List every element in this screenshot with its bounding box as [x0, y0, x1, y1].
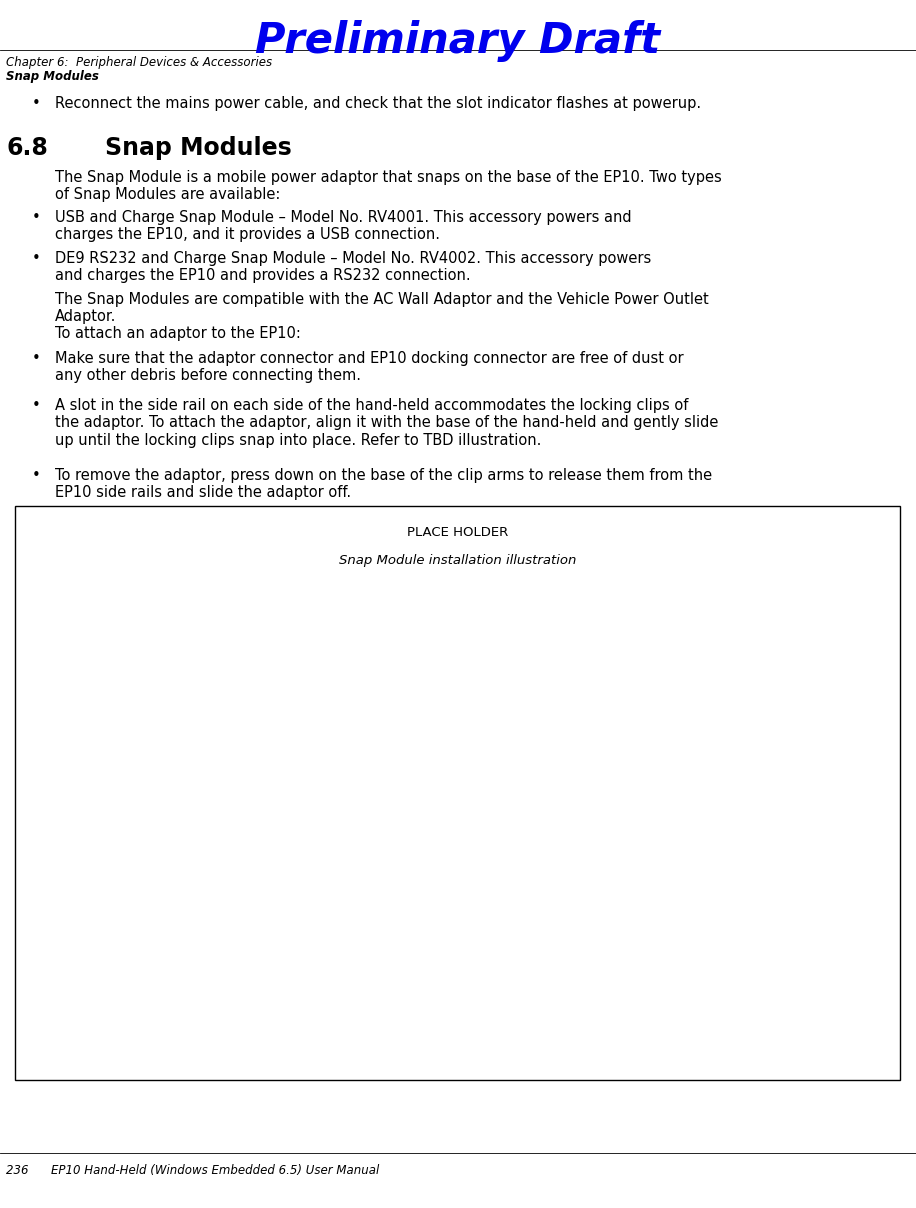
- Text: USB and Charge Snap Module – Model No. RV4001. This accessory powers and
charges: USB and Charge Snap Module – Model No. R…: [55, 210, 632, 243]
- Text: PLACE HOLDER: PLACE HOLDER: [407, 525, 508, 539]
- Text: •: •: [32, 397, 40, 413]
- Text: Snap Modules: Snap Modules: [6, 70, 99, 83]
- Text: Snap Module installation illustration: Snap Module installation illustration: [339, 554, 576, 567]
- Text: Reconnect the mains power cable, and check that the slot indicator flashes at po: Reconnect the mains power cable, and che…: [55, 95, 701, 111]
- Text: •: •: [32, 467, 40, 483]
- Text: DE9 RS232 and Charge Snap Module – Model No. RV4002. This accessory powers
and c: DE9 RS232 and Charge Snap Module – Model…: [55, 251, 651, 284]
- Text: A slot in the side rail on each side of the hand-held accommodates the locking c: A slot in the side rail on each side of …: [55, 397, 718, 448]
- Text: Preliminary Draft: Preliminary Draft: [256, 21, 660, 62]
- Text: The Snap Module is a mobile power adaptor that snaps on the base of the EP10. Tw: The Snap Module is a mobile power adapto…: [55, 170, 722, 203]
- Text: Chapter 6:  Peripheral Devices & Accessories: Chapter 6: Peripheral Devices & Accessor…: [6, 56, 272, 69]
- Text: To attach an adaptor to the EP10:: To attach an adaptor to the EP10:: [55, 326, 300, 341]
- Text: •: •: [32, 251, 40, 266]
- Text: 236      EP10 Hand-Held (Windows Embedded 6.5) User Manual: 236 EP10 Hand-Held (Windows Embedded 6.5…: [6, 1165, 379, 1177]
- Text: 6.8: 6.8: [6, 137, 48, 159]
- Text: The Snap Modules are compatible with the AC Wall Adaptor and the Vehicle Power O: The Snap Modules are compatible with the…: [55, 292, 709, 325]
- Text: •: •: [32, 210, 40, 225]
- Text: •: •: [32, 352, 40, 366]
- Text: To remove the adaptor, press down on the base of the clip arms to release them f: To remove the adaptor, press down on the…: [55, 467, 712, 500]
- Text: •: •: [32, 95, 40, 111]
- Text: Make sure that the adaptor connector and EP10 docking connector are free of dust: Make sure that the adaptor connector and…: [55, 352, 683, 383]
- Text: Snap Modules: Snap Modules: [105, 137, 292, 159]
- Bar: [15, 506, 900, 1080]
